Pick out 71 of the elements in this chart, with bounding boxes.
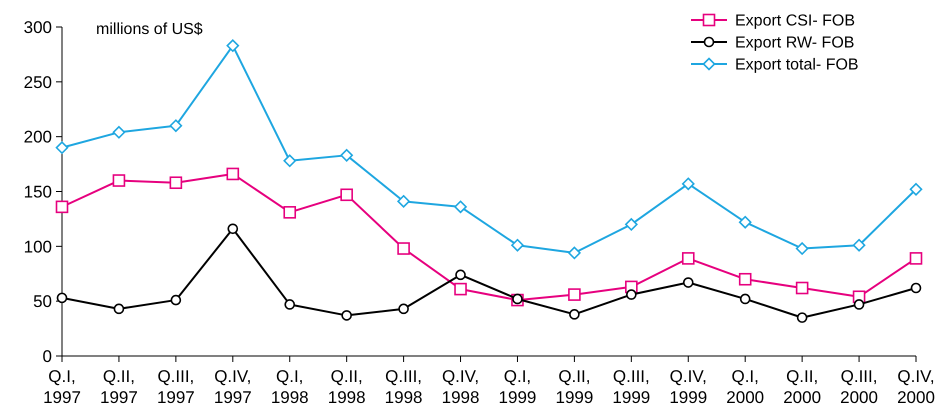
point <box>738 216 752 229</box>
point <box>226 39 240 52</box>
x-tick-label: Q.II, 2000 <box>783 367 822 407</box>
point <box>341 310 352 321</box>
point <box>568 288 581 301</box>
point <box>170 294 182 306</box>
y-tick-label: 250 <box>24 72 52 92</box>
y-tick-label: 300 <box>24 18 52 37</box>
point <box>682 252 695 265</box>
y-tick-label: 100 <box>24 237 52 256</box>
point <box>112 174 126 187</box>
x-tick-label: Q.III, 2000 <box>840 367 878 407</box>
point <box>511 238 524 252</box>
point <box>398 304 409 314</box>
point <box>796 312 808 323</box>
point <box>56 292 68 304</box>
x-tick-label: Q.III, 1997 <box>156 367 195 407</box>
point <box>340 188 353 202</box>
point <box>626 289 637 300</box>
point <box>852 238 866 252</box>
point <box>568 246 581 260</box>
point <box>170 119 182 132</box>
x-tick-label: Q.I, 1999 <box>498 367 536 407</box>
point <box>56 200 68 214</box>
point <box>454 200 467 214</box>
point <box>738 272 752 286</box>
point <box>284 299 296 310</box>
legend-label: Export CSI- FOB <box>735 12 856 30</box>
point <box>682 178 695 190</box>
point <box>112 126 126 139</box>
point <box>340 149 353 162</box>
x-tick-label: Q.IV, 2000 <box>897 367 935 407</box>
x-tick-label: Q.II, 1997 <box>100 367 138 407</box>
x-tick-label: Q.I, 2000 <box>726 367 764 407</box>
x-tick-label: Q.IV, 1997 <box>214 367 252 407</box>
point <box>682 277 694 288</box>
point <box>796 282 808 294</box>
point <box>397 195 410 208</box>
point <box>854 299 864 310</box>
point <box>625 218 638 231</box>
point <box>910 183 922 196</box>
x-tick-label: Q.I, 1998 <box>270 367 309 407</box>
point <box>170 176 182 190</box>
x-tick-label: Q.III, 1999 <box>612 367 650 407</box>
point <box>283 206 296 219</box>
point <box>910 252 922 265</box>
point <box>228 223 238 234</box>
x-tick-label: Q.IV, 1998 <box>442 367 480 407</box>
x-tick-label: Q.II, 1999 <box>555 367 594 407</box>
legend-label: Export RW- FOB <box>735 34 854 52</box>
point <box>56 141 68 154</box>
point <box>397 242 410 255</box>
point <box>910 282 922 294</box>
x-tick-label: Q.IV, 1999 <box>669 367 708 407</box>
point <box>796 242 808 255</box>
x-tick-label: Q.II, 1998 <box>328 367 366 407</box>
point <box>226 168 240 180</box>
point <box>569 309 580 320</box>
point <box>114 304 124 314</box>
annotation: millions of US$ <box>96 21 203 38</box>
point <box>455 270 466 280</box>
y-tick-label: 150 <box>24 182 52 202</box>
point <box>454 282 467 296</box>
x-tick-label: Q.III, 1998 <box>384 367 423 407</box>
y-tick-label: 0 <box>42 346 52 366</box>
point <box>283 154 296 168</box>
point <box>740 294 750 304</box>
y-tick-label: 50 <box>33 292 52 312</box>
y-tick-label: 200 <box>24 128 52 147</box>
x-tick-label: Q.I, 1997 <box>43 367 81 407</box>
legend-label: Export total- FOB <box>735 56 859 74</box>
